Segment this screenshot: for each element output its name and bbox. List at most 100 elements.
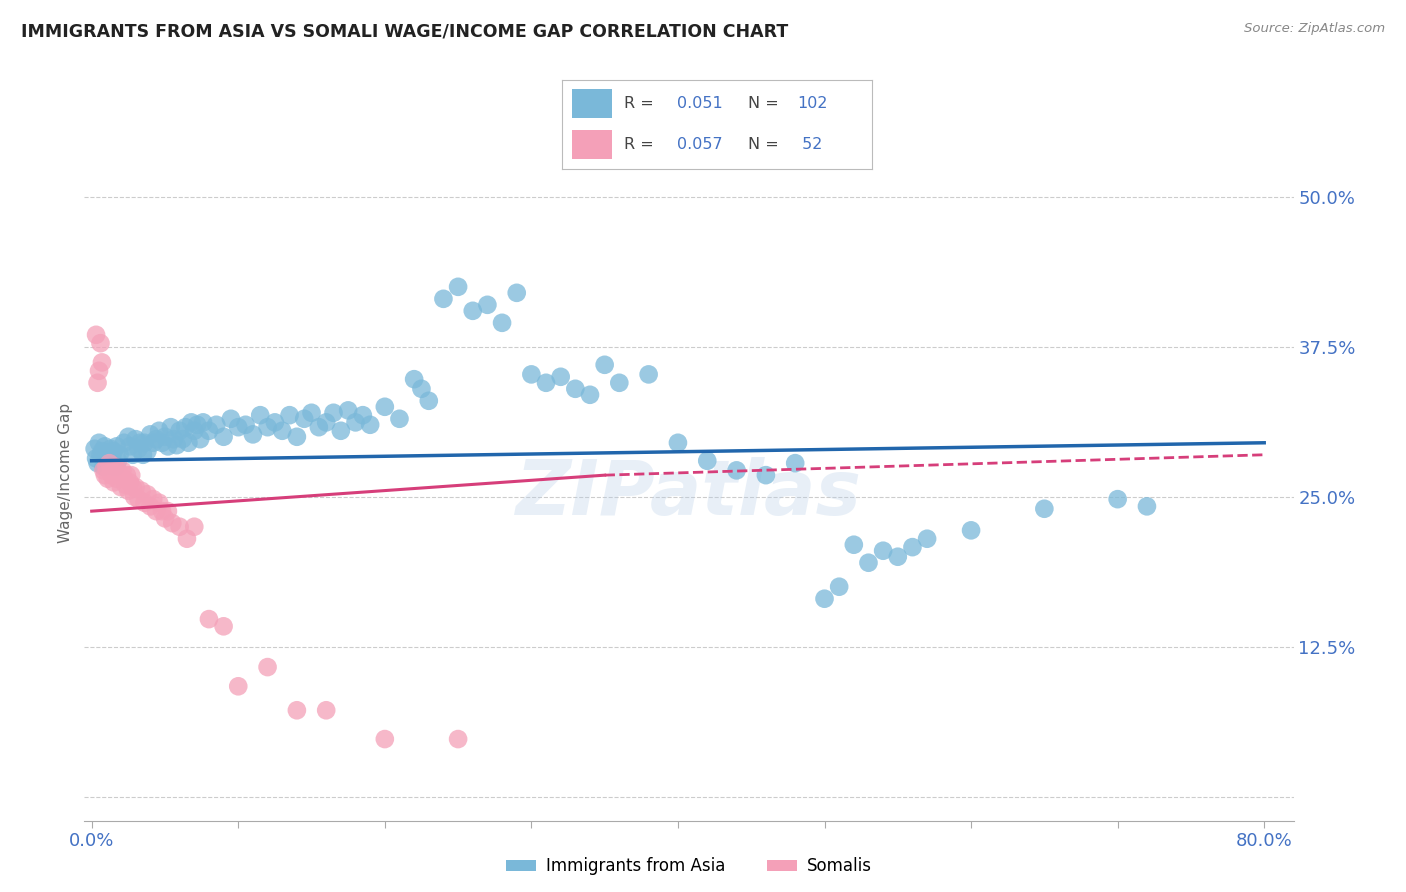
- Point: [337, 403, 360, 417]
- Point: [461, 303, 484, 318]
- Point: [264, 416, 287, 430]
- Text: 0.057: 0.057: [676, 137, 723, 152]
- Point: [842, 538, 865, 552]
- Point: [115, 468, 138, 483]
- Point: [86, 456, 108, 470]
- Point: [176, 532, 198, 546]
- Point: [813, 591, 835, 606]
- Point: [249, 408, 271, 422]
- Point: [94, 439, 117, 453]
- Point: [83, 442, 105, 456]
- Point: [89, 336, 111, 351]
- Point: [212, 430, 235, 444]
- Point: [86, 376, 108, 390]
- Point: [121, 448, 143, 462]
- Point: [226, 679, 249, 693]
- Point: [477, 298, 499, 312]
- Point: [101, 468, 124, 483]
- Point: [411, 382, 433, 396]
- Point: [150, 504, 173, 518]
- Point: [111, 463, 134, 477]
- Point: [84, 451, 107, 466]
- Legend: Immigrants from Asia, Somalis: Immigrants from Asia, Somalis: [499, 851, 879, 882]
- Point: [491, 316, 513, 330]
- Text: N =: N =: [748, 96, 779, 111]
- Point: [960, 524, 983, 538]
- Point: [118, 439, 141, 453]
- Point: [100, 466, 122, 480]
- Point: [105, 439, 128, 453]
- Point: [285, 430, 308, 444]
- FancyBboxPatch shape: [572, 130, 612, 159]
- Point: [142, 492, 165, 507]
- Point: [132, 448, 155, 462]
- Point: [177, 435, 200, 450]
- Point: [134, 496, 156, 510]
- Point: [352, 408, 374, 422]
- Text: 102: 102: [797, 96, 828, 111]
- Point: [96, 454, 118, 468]
- Point: [755, 468, 778, 483]
- Point: [344, 416, 367, 430]
- Point: [637, 368, 659, 382]
- Point: [105, 472, 128, 486]
- Point: [447, 732, 470, 747]
- Point: [785, 456, 807, 470]
- Point: [122, 490, 145, 504]
- Point: [131, 483, 153, 498]
- Point: [219, 411, 242, 425]
- Point: [292, 411, 315, 425]
- Point: [121, 480, 143, 494]
- Point: [104, 459, 127, 474]
- Point: [117, 483, 139, 498]
- Point: [148, 424, 170, 438]
- Point: [145, 504, 167, 518]
- Point: [322, 406, 344, 420]
- Point: [226, 420, 249, 434]
- Point: [447, 280, 470, 294]
- Point: [94, 468, 117, 483]
- Point: [534, 376, 557, 390]
- Point: [915, 532, 938, 546]
- Point: [124, 432, 146, 446]
- Text: R =: R =: [624, 96, 654, 111]
- Point: [124, 480, 146, 494]
- Point: [198, 612, 221, 626]
- Point: [129, 435, 152, 450]
- Point: [278, 408, 301, 422]
- Point: [315, 416, 337, 430]
- Point: [404, 372, 426, 386]
- Point: [112, 472, 135, 486]
- Point: [139, 500, 162, 514]
- Point: [242, 427, 264, 442]
- Point: [110, 480, 132, 494]
- Point: [212, 619, 235, 633]
- Point: [374, 400, 396, 414]
- Point: [101, 450, 124, 465]
- Point: [107, 454, 129, 468]
- Point: [162, 516, 184, 530]
- Point: [256, 660, 278, 674]
- Point: [87, 364, 110, 378]
- Point: [1033, 501, 1056, 516]
- Point: [901, 540, 924, 554]
- Text: IMMIGRANTS FROM ASIA VS SOMALI WAGE/INCOME GAP CORRELATION CHART: IMMIGRANTS FROM ASIA VS SOMALI WAGE/INCO…: [21, 22, 789, 40]
- Point: [87, 435, 110, 450]
- Point: [607, 376, 630, 390]
- FancyBboxPatch shape: [572, 89, 612, 118]
- Point: [163, 432, 186, 446]
- Point: [198, 424, 221, 438]
- Text: R =: R =: [624, 137, 654, 152]
- Point: [418, 393, 440, 408]
- Point: [285, 703, 308, 717]
- Point: [91, 444, 114, 458]
- Point: [696, 454, 718, 468]
- Point: [550, 369, 572, 384]
- Point: [593, 358, 616, 372]
- Point: [142, 435, 165, 450]
- Point: [117, 430, 139, 444]
- Point: [160, 420, 183, 434]
- Point: [136, 444, 159, 458]
- Point: [579, 388, 602, 402]
- Point: [156, 439, 179, 453]
